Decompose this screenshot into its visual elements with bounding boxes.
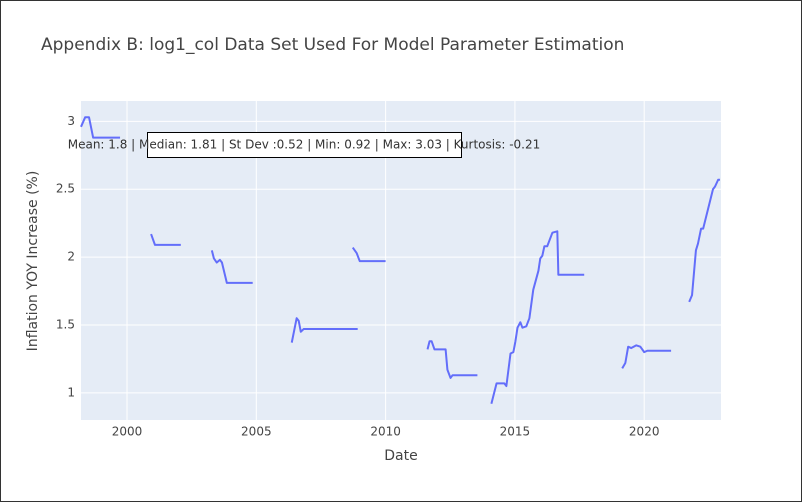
x-tick-label: 2010 [370,425,401,439]
annotation-box [147,132,462,158]
y-tick-label: 2.5 [56,182,75,196]
y-axis-label: Inflation YOY Increase (%) [25,171,41,352]
x-tick-label: 2005 [241,425,272,439]
chart-title: Appendix B: log1_col Data Set Used For M… [41,35,624,55]
x-tick-label: 2000 [112,425,143,439]
y-tick-label: 3 [67,114,75,128]
x-axis-label: Date [384,448,417,464]
y-tick-label: 1.5 [56,317,75,331]
x-tick-label: 2015 [500,425,531,439]
data-line [80,116,720,404]
y-tick-label: 2 [67,250,75,264]
x-tick-label: 2020 [629,425,660,439]
y-tick-label: 1 [67,385,75,399]
annotation: Mean: 1.8 | Median: 1.81 | St Dev :0.52 … [68,138,541,152]
lines [80,116,720,404]
